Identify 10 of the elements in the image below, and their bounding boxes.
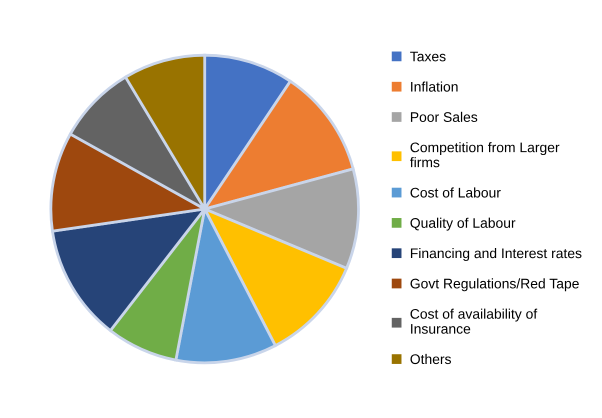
legend-label: Govt Regulations/Red Tape [410, 278, 579, 292]
legend-label: Cost of Labour [410, 187, 501, 198]
legend-label: Competition from Larger firms [410, 142, 560, 168]
legend-label: Financing and Interest rates [410, 248, 582, 261]
legend-label: Quality of Labour [410, 218, 516, 231]
legend-label: Cost of availability of Insurance [410, 308, 538, 334]
legend-label: Inflation [411, 81, 458, 92]
legend-label: Poor Sales [410, 112, 478, 122]
legend-label: Taxes [410, 52, 446, 62]
legend-label: Others [410, 354, 451, 364]
